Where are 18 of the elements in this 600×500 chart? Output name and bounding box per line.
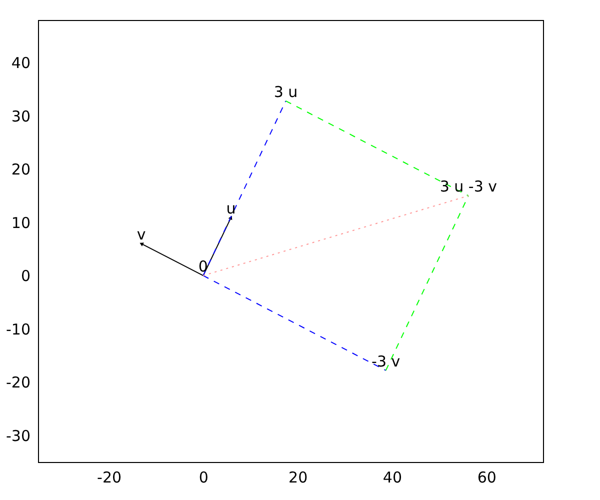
annotation: v [136,226,146,244]
y-tick-label: 20 [11,160,30,179]
x-tick-label: 60 [477,468,496,486]
y-tick-label: 40 [11,54,30,72]
y-tick-label: 0 [20,267,30,286]
annotation: 0 [198,258,208,276]
y-tick-label: -20 [6,374,30,392]
x-tick-label: 0 [198,468,208,486]
y-tick-label: 10 [11,214,30,232]
y-tick-label: 30 [11,107,30,126]
annotation: 3 u -3 v [440,178,498,196]
annotation: 3 u [274,82,298,101]
y-tick-label: -10 [6,320,30,338]
x-tick-label: 20 [288,468,308,486]
x-tick-label: 40 [382,468,402,486]
x-tick-label: -20 [97,468,122,486]
annotation: -3 v [372,352,400,370]
y-tick-label: -30 [6,426,30,445]
